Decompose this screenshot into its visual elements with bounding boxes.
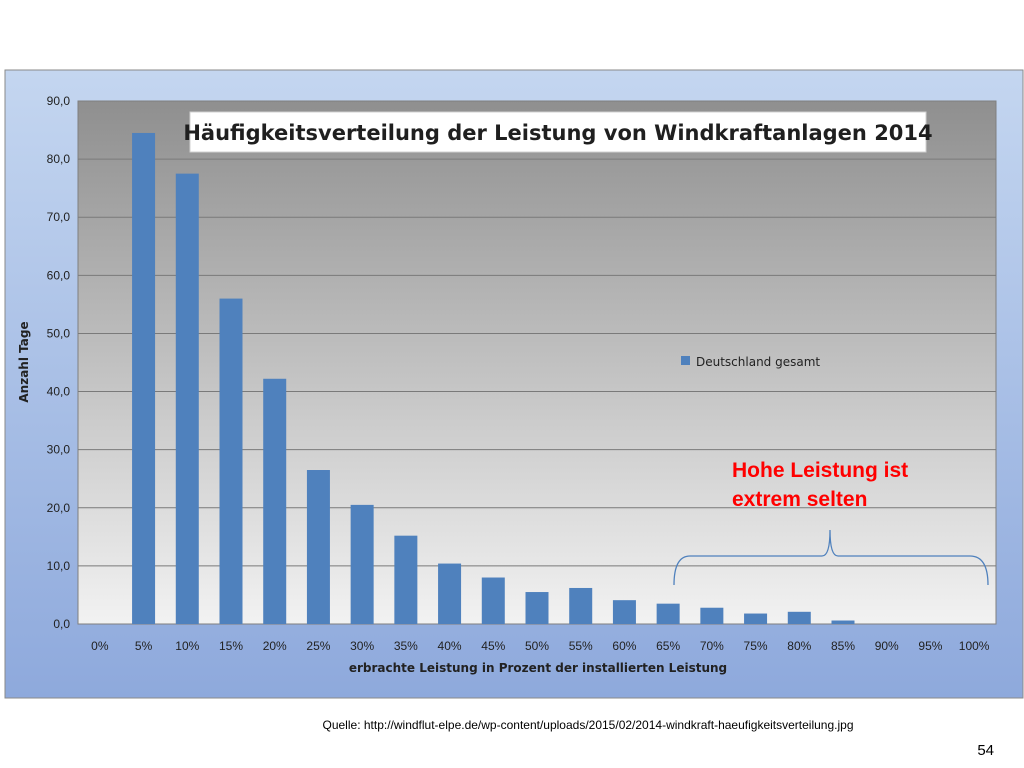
chart-title: Häufigkeitsverteilung der Leistung von W… bbox=[183, 121, 932, 145]
bar bbox=[700, 607, 724, 624]
legend-label: Deutschland gesamt bbox=[696, 355, 820, 369]
y-tick-label: 80,0 bbox=[47, 152, 71, 166]
bar bbox=[263, 378, 287, 624]
annotation-line-2: extrem selten bbox=[732, 488, 867, 511]
legend-swatch bbox=[681, 356, 690, 365]
x-axis-ticks: 0% 5% 10% 15% 20% 25% 30% 35% 40% 45% 50% 55% 60% 65%… bbox=[91, 639, 990, 653]
x-tick-label: 95% bbox=[918, 639, 942, 653]
x-tick-label: 40% bbox=[438, 639, 462, 653]
legend: Deutschland gesamt bbox=[681, 355, 820, 369]
plot-area bbox=[77, 100, 997, 625]
y-tick-label: 90,0 bbox=[47, 94, 71, 108]
x-tick-label: 60% bbox=[612, 639, 636, 653]
x-tick-label: 90% bbox=[875, 639, 899, 653]
x-axis-title: erbrachte Leistung in Prozent der instal… bbox=[349, 661, 727, 675]
y-tick-label: 40,0 bbox=[47, 385, 71, 399]
source-citation: Quelle: http://windflut-elpe.de/wp-conte… bbox=[322, 718, 854, 732]
title-box bbox=[189, 111, 927, 153]
bar bbox=[394, 535, 418, 624]
annotation-bracket bbox=[673, 529, 989, 586]
x-tick-label: 65% bbox=[656, 639, 680, 653]
y-axis-ticks: 0,0 10,0 20,0 30,0 40,0 50,0 60,0 70,0 80,0 90,0 bbox=[47, 94, 71, 631]
x-tick-label: 70% bbox=[700, 639, 724, 653]
bar bbox=[744, 613, 768, 624]
x-tick-label: 10% bbox=[175, 639, 199, 653]
x-tick-label: 15% bbox=[219, 639, 243, 653]
x-tick-label: 35% bbox=[394, 639, 418, 653]
x-tick-label: 55% bbox=[569, 639, 593, 653]
x-tick-label: 0% bbox=[91, 639, 109, 653]
y-tick-label: 20,0 bbox=[47, 501, 71, 515]
bar bbox=[438, 563, 462, 624]
x-tick-label: 30% bbox=[350, 639, 374, 653]
y-tick-label: 70,0 bbox=[47, 210, 71, 224]
x-tick-label: 85% bbox=[831, 639, 855, 653]
x-tick-label: 45% bbox=[481, 639, 505, 653]
x-tick-label: 100% bbox=[959, 639, 990, 653]
y-tick-label: 30,0 bbox=[47, 443, 71, 457]
bar bbox=[306, 470, 330, 624]
bar bbox=[831, 620, 855, 624]
y-tick-label: 50,0 bbox=[47, 326, 71, 340]
bar bbox=[132, 132, 156, 624]
page-number: 54 bbox=[977, 742, 994, 759]
y-tick-label: 0,0 bbox=[53, 617, 70, 631]
x-tick-label: 50% bbox=[525, 639, 549, 653]
annotation-line-1: Hohe Leistung ist bbox=[732, 459, 908, 482]
x-tick-label: 5% bbox=[135, 639, 153, 653]
x-tick-label: 75% bbox=[744, 639, 768, 653]
bar-series bbox=[132, 132, 855, 624]
bar bbox=[350, 504, 374, 624]
bar bbox=[525, 592, 549, 624]
x-tick-label: 20% bbox=[263, 639, 287, 653]
bar bbox=[612, 600, 636, 624]
bar bbox=[656, 603, 680, 624]
y-tick-label: 10,0 bbox=[47, 559, 71, 573]
x-tick-label: 25% bbox=[306, 639, 330, 653]
bar bbox=[481, 577, 505, 624]
x-tick-label: 80% bbox=[787, 639, 811, 653]
bar bbox=[569, 587, 593, 624]
bar bbox=[175, 173, 199, 624]
bar bbox=[787, 611, 811, 624]
y-axis-title: Anzahl Tage bbox=[17, 321, 31, 402]
y-tick-label: 60,0 bbox=[47, 268, 71, 282]
bar bbox=[219, 298, 243, 624]
